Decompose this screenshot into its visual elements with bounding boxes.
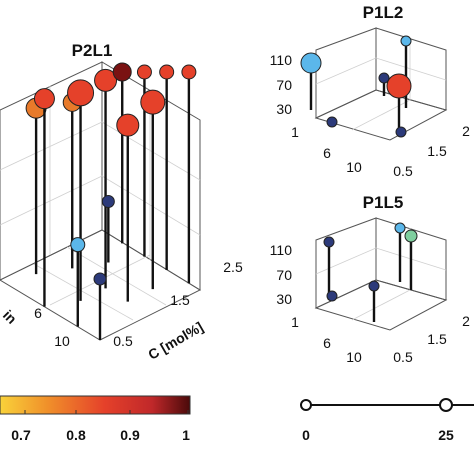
p1l2-data-points: [300, 35, 412, 138]
p1l5-data-points: [323, 222, 418, 322]
p1l5-ctick-2: 2: [462, 313, 470, 329]
p1l2-ttick-0: 1: [291, 124, 299, 140]
size-legend: 0 25: [300, 398, 474, 443]
p2l1-point: [181, 64, 197, 80]
p1l5-ztick-1: 70: [276, 267, 292, 283]
colorbar-tick-1: 0.8: [66, 427, 86, 443]
p1l2-title: P1L2: [363, 3, 404, 22]
size-legend-marker-1: [439, 398, 453, 412]
p2l1-point: [70, 237, 86, 253]
p2l1-axes-box: [0, 61, 202, 341]
p2l1-point: [159, 64, 175, 80]
p1l2-ctick-0: 0.5: [393, 163, 413, 179]
p1l2-ctick-1: 1.5: [427, 143, 447, 159]
size-legend-tick-0: 0: [302, 427, 310, 443]
p1l5-ttick-0: 1: [291, 314, 299, 330]
p2l1-point: [136, 64, 152, 80]
p1l5-axes-box: [314, 217, 448, 331]
chart-p2l1: P2L1 2.5 1.5 0.5 C [mol%] 6 10 in: [0, 41, 243, 363]
p2l1-point: [93, 272, 107, 286]
p2l1-point: [112, 62, 132, 82]
colorbar-tick-0: 0.7: [11, 427, 31, 443]
chart-p1l5: P1L5 110 70 30 1 6 10 0.5 1.5 2: [270, 193, 470, 365]
p2l1-ylabel: in: [0, 307, 20, 327]
p2l1-xtick-2: 2.5: [223, 259, 243, 275]
p2l1-point: [140, 89, 166, 115]
p2l1-ytick-0: 6: [34, 305, 42, 321]
p1l5-ztick-0: 110: [270, 242, 293, 258]
p1l2-ztick-1: 70: [276, 77, 292, 93]
p1l5-ctick-0: 0.5: [393, 349, 413, 365]
p2l1-point: [94, 68, 118, 92]
p1l5-ttick-2: 10: [346, 349, 362, 365]
p1l5-ttick-1: 6: [323, 335, 331, 351]
p1l5-ctick-1: 1.5: [427, 331, 447, 347]
p1l5-title: P1L5: [363, 193, 404, 212]
chart-p1l2: P1L2 110 70 30 1 6 10 0.5: [270, 3, 470, 179]
colorbar-gradient: [0, 395, 191, 415]
p2l1-xtick-1: 1.5: [170, 292, 190, 308]
p2l1-point: [67, 79, 95, 107]
p1l2-ttick-2: 10: [346, 159, 362, 175]
p1l2-ctick-2: 2: [462, 123, 470, 139]
p2l1-ytick-1: 10: [54, 333, 70, 349]
p2l1-xtick-0: 0.5: [113, 333, 133, 349]
p2l1-xlabel: C [mol%]: [145, 319, 206, 363]
colorbar-tick-2: 0.9: [120, 427, 140, 443]
p1l5-ztick-2: 30: [276, 291, 292, 307]
size-legend-marker-0: [300, 399, 312, 411]
p1l2-ttick-1: 6: [323, 145, 331, 161]
p2l1-point: [101, 195, 115, 208]
p2l1-title: P2L1: [72, 41, 113, 60]
p1l2-ztick-0: 110: [270, 52, 293, 68]
p2l1-point: [33, 88, 55, 110]
colorbar: 0.7 0.8 0.9 1: [0, 395, 191, 443]
size-legend-tick-1: 25: [438, 427, 454, 443]
colorbar-tick-3: 1: [182, 427, 190, 443]
p2l1-data-points: [25, 62, 197, 340]
p1l2-ztick-2: 30: [276, 101, 292, 117]
p2l1-point: [116, 113, 140, 137]
